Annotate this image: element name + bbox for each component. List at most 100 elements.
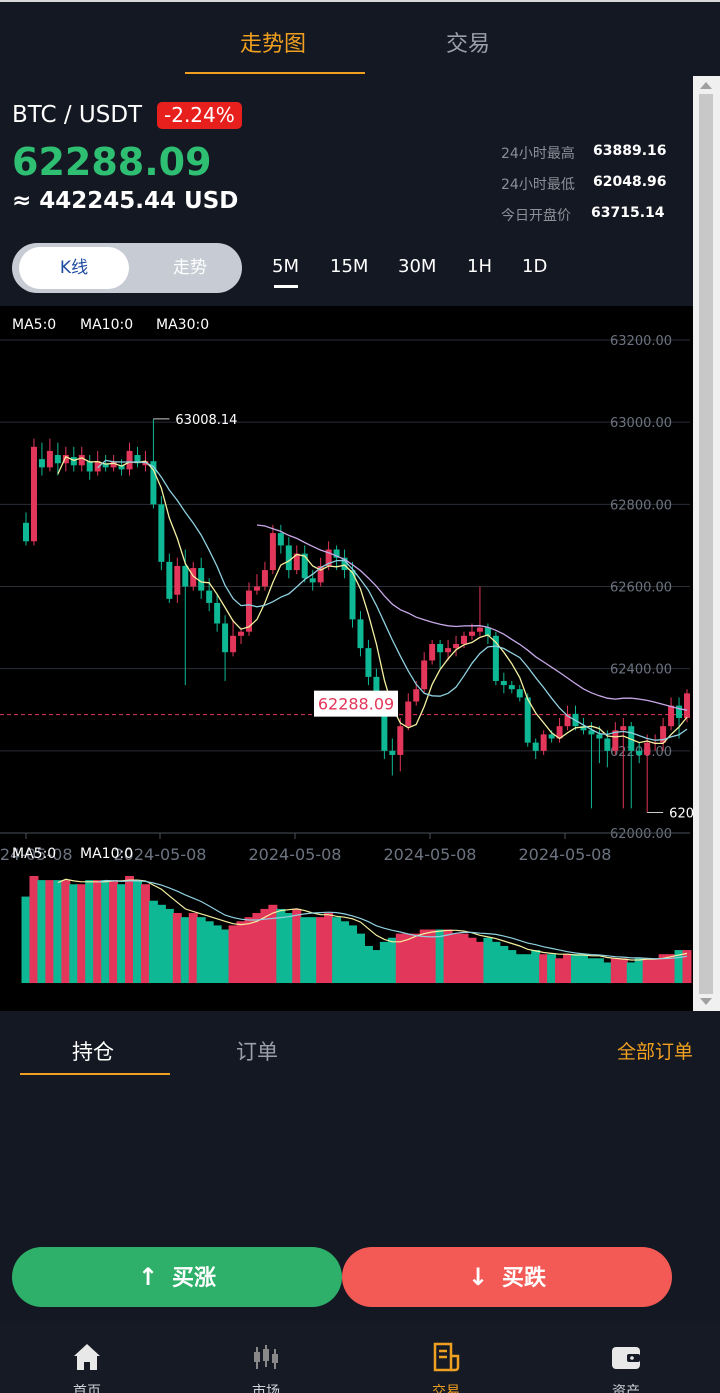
- candle: [636, 750, 643, 755]
- candle: [102, 463, 109, 468]
- candle: [222, 623, 229, 653]
- candle: [23, 522, 29, 542]
- volume-bar: [650, 958, 660, 983]
- toggle-trend[interactable]: 走势: [173, 258, 207, 278]
- stat-open-value: 63715.14: [591, 205, 665, 221]
- volume-bar: [618, 958, 628, 983]
- volume-bar: [419, 929, 429, 983]
- volume-bar: [387, 937, 397, 983]
- volume-bar: [547, 954, 557, 983]
- nav-trade[interactable]: 交易: [386, 1323, 506, 1393]
- tab-orders[interactable]: 订单: [236, 1040, 278, 1064]
- candle: [445, 648, 452, 653]
- volume-bar: [53, 880, 63, 983]
- candle: [540, 734, 547, 751]
- all-orders-link[interactable]: 全部订单: [617, 1041, 694, 1063]
- volume-bar: [395, 933, 405, 983]
- candle: [612, 730, 619, 751]
- scrollbar-thumb[interactable]: [699, 94, 713, 994]
- volume-bar: [300, 917, 310, 983]
- candle: [500, 680, 507, 686]
- nav-assets-label: 资产: [612, 1384, 640, 1393]
- interval-30m[interactable]: 30M: [398, 256, 437, 277]
- buy-up-button[interactable]: ↑ 买涨: [12, 1247, 342, 1307]
- kline-chart-svg: 63200.00 63000.00 62800.00 62600.00 62400.00…: [0, 317, 693, 983]
- tab-chart[interactable]: 走势图: [240, 32, 307, 57]
- scroll-down-arrow-icon[interactable]: [700, 998, 712, 1005]
- toggle-kline[interactable]: K线: [19, 247, 129, 289]
- tab-positions[interactable]: 持仓: [72, 1040, 114, 1064]
- ma30-line: [256, 524, 688, 711]
- candle: [365, 648, 372, 677]
- interval-1h[interactable]: 1H: [467, 256, 492, 277]
- volume-bar: [220, 929, 230, 983]
- current-price: 62288.09: [12, 140, 212, 184]
- x-tick-label: 2024-05-08: [384, 845, 477, 864]
- candle: [118, 465, 125, 470]
- buy-down-label: 买跌: [502, 1266, 547, 1291]
- candle: [206, 590, 213, 603]
- volume-bar: [29, 876, 39, 983]
- tab-indicator: [185, 72, 365, 74]
- arrow-down-icon: ↓: [467, 1263, 489, 1291]
- top-edge: [0, 0, 720, 2]
- candle: [484, 627, 491, 636]
- volume-bar: [634, 958, 644, 983]
- candle: [596, 734, 603, 739]
- volume-bar: [499, 945, 509, 983]
- x-tick-label: 2024-05-08: [114, 845, 207, 864]
- candle: [381, 705, 388, 751]
- candle: [30, 446, 37, 542]
- volume-bar: [658, 954, 668, 983]
- stat-high-label: 24小时最高: [501, 146, 575, 162]
- candle: [190, 568, 197, 587]
- candle: [333, 549, 340, 558]
- candle: [166, 561, 173, 599]
- top-tabs: 走势图 交易: [0, 2, 720, 78]
- candle: [134, 455, 141, 464]
- candle: [94, 461, 101, 472]
- y-tick-label: 62800.00: [610, 498, 672, 513]
- candle: [580, 726, 587, 731]
- volume-bar: [515, 954, 525, 983]
- candle: [684, 693, 690, 718]
- volume-bar: [578, 954, 588, 983]
- candle: [604, 738, 611, 751]
- y-tick-label: 62400.00: [610, 663, 672, 678]
- candle: [389, 750, 396, 755]
- volume-bar: [467, 937, 477, 983]
- interval-15m[interactable]: 15M: [330, 256, 369, 277]
- nav-home[interactable]: 首页: [27, 1323, 147, 1393]
- candle: [126, 450, 133, 470]
- buy-down-button[interactable]: ↓ 买跌: [342, 1247, 672, 1307]
- candle: [468, 631, 475, 636]
- ma-legend-item: MA30:0: [156, 317, 209, 333]
- nav-assets[interactable]: 资产: [566, 1323, 686, 1393]
- volume-bar: [180, 917, 190, 983]
- candle: [413, 689, 420, 702]
- nav-market[interactable]: 市场: [206, 1323, 326, 1393]
- interval-5m[interactable]: 5M: [272, 256, 299, 277]
- candle: [214, 602, 221, 624]
- candle: [508, 685, 515, 690]
- arrow-up-icon: ↑: [137, 1263, 159, 1291]
- tab-trade[interactable]: 交易: [446, 32, 491, 57]
- volume-bar: [586, 958, 596, 983]
- candle: [86, 461, 93, 472]
- candle: [198, 568, 205, 591]
- max-price-label: 63008.14: [175, 413, 237, 428]
- volume-bar: [316, 917, 326, 983]
- candle: [309, 578, 316, 583]
- trading-pair: BTC / USDT: [12, 102, 143, 128]
- x-tick-label: 2024-05-08: [249, 845, 342, 864]
- kline-chart[interactable]: 63200.00 63000.00 62800.00 62600.00 62400.00…: [0, 306, 693, 1011]
- volume-bar: [563, 954, 573, 983]
- candle: [285, 545, 292, 571]
- scroll-up-arrow-icon[interactable]: [700, 82, 712, 89]
- volume-bar: [284, 913, 294, 983]
- volume-bar: [531, 950, 541, 983]
- volume-bar: [324, 913, 334, 983]
- scrollbar[interactable]: [693, 76, 720, 1011]
- section-tab-indicator: [20, 1073, 170, 1075]
- interval-1d[interactable]: 1D: [522, 256, 548, 277]
